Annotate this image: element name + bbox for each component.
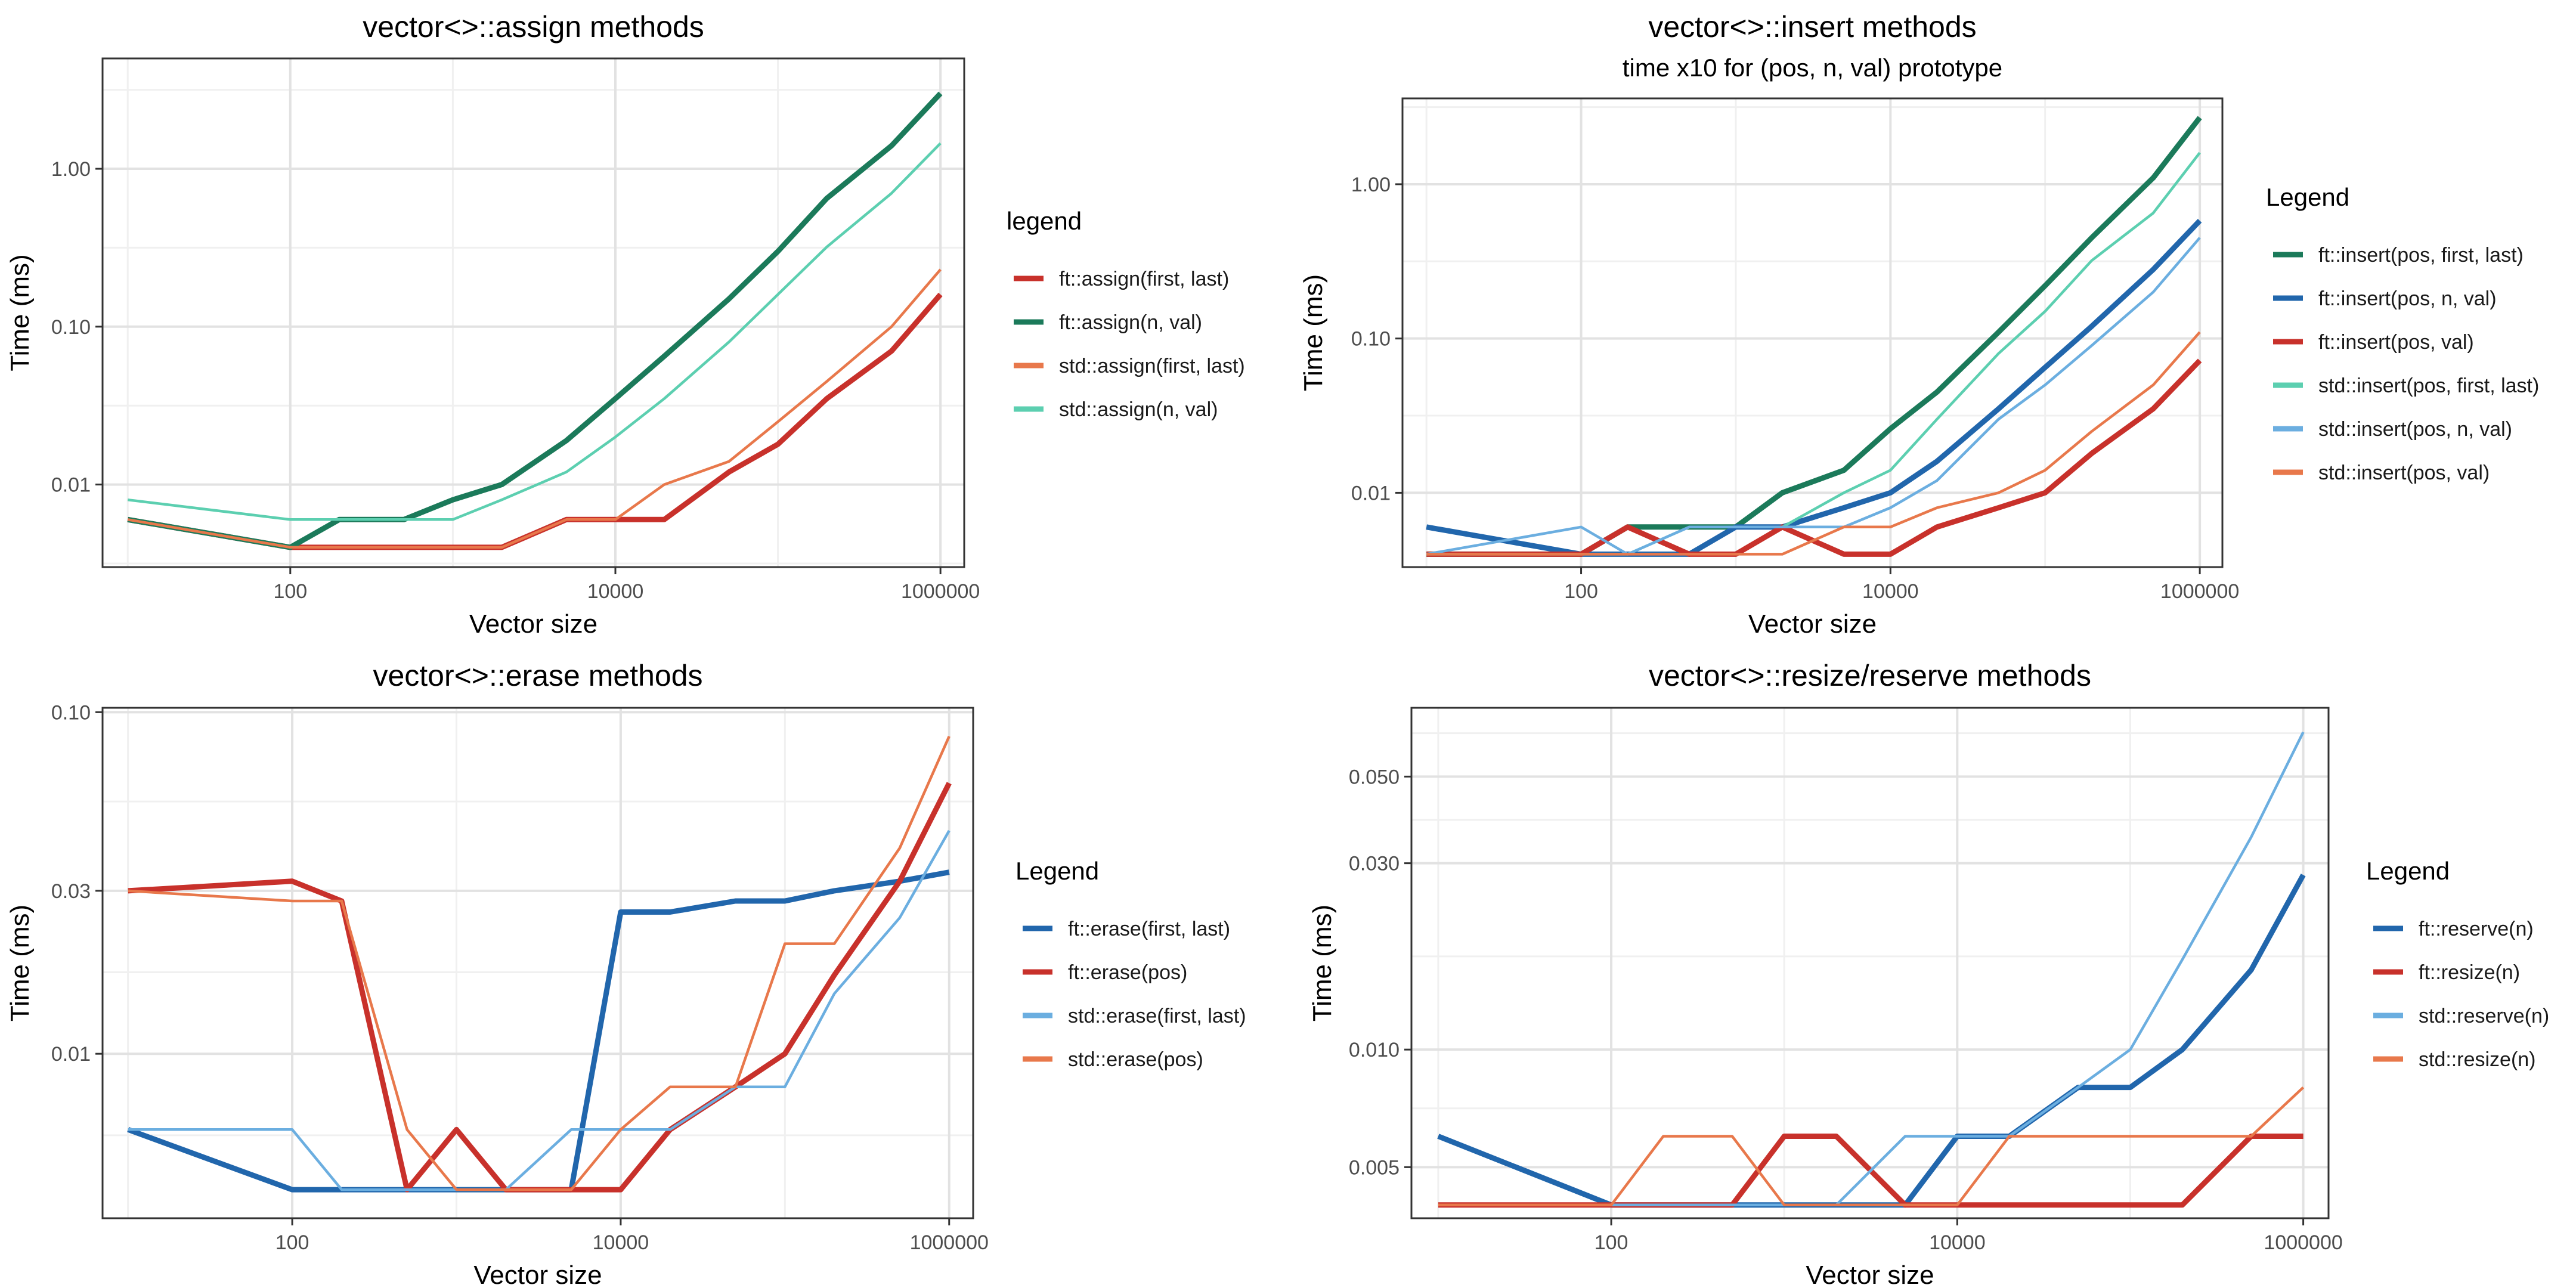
legend-entry: std::assign(n, val) — [1059, 398, 1218, 421]
series-line-3 — [1438, 731, 2305, 1207]
legend-entry: std::insert(pos, first, last) — [2318, 374, 2539, 397]
legend-entry: ft::insert(pos, first, last) — [2318, 244, 2524, 267]
chart-title: vector<>::resize/reserve methods — [1649, 659, 2091, 692]
legend-entry: std::erase(pos) — [1068, 1048, 1203, 1071]
y-tick-label: 0.10 — [1351, 328, 1391, 351]
legend-entry: std::resize(n) — [2419, 1048, 2536, 1071]
series-line-3 — [128, 829, 950, 1191]
y-tick-label: 0.03 — [51, 880, 91, 903]
series-line-4 — [127, 142, 942, 521]
plot-area — [1411, 708, 2329, 1218]
x-tick-label: 1000000 — [910, 1231, 989, 1254]
x-tick-label: 1000000 — [901, 580, 980, 603]
series-line-5 — [1426, 237, 2201, 556]
plot-area — [103, 708, 973, 1218]
x-tick-label: 100 — [1564, 580, 1598, 603]
panel-border — [1401, 97, 2224, 568]
y-tick-label: 0.01 — [1351, 482, 1391, 504]
legend-entry: std::insert(pos, val) — [2318, 462, 2490, 484]
x-tick-label: 10000 — [587, 580, 644, 603]
legend-entry: ft::erase(first, last) — [1068, 918, 1230, 940]
legend: Legendft::reserve(n)ft::resize(n)std::re… — [2366, 857, 2549, 1071]
x-tick-label: 10000 — [1862, 580, 1919, 603]
panel-border — [1410, 707, 2330, 1219]
chart-subtitle: time x10 for (pos, n, val) prototype — [1623, 54, 2002, 82]
series-line-3 — [1426, 358, 2202, 557]
legend-entry: ft::insert(pos, n, val) — [2318, 287, 2497, 310]
chart-title: vector<>::assign methods — [363, 10, 704, 44]
series-line-1 — [1426, 116, 2202, 557]
y-tick-label: 0.005 — [1349, 1156, 1400, 1179]
legend-entry: std::erase(first, last) — [1068, 1005, 1246, 1027]
y-tick-label: 0.10 — [51, 701, 91, 724]
x-tick-label: 1000000 — [2264, 1231, 2342, 1254]
x-tick-label: 100 — [275, 1231, 309, 1254]
panel-border — [101, 57, 965, 568]
y-tick-label: 1.00 — [51, 158, 91, 181]
x-axis-label: Vector size — [469, 609, 597, 639]
legend-entry: ft::insert(pos, val) — [2318, 331, 2474, 354]
legend-entry: ft::assign(first, last) — [1059, 268, 1229, 290]
y-axis-label: Time (ms) — [5, 905, 35, 1021]
y-tick-label: 0.10 — [51, 316, 91, 339]
series-line-3 — [127, 268, 942, 549]
legend-title: Legend — [2266, 183, 2349, 211]
legend-entry: std::reserve(n) — [2419, 1005, 2549, 1027]
legend-entry: std::assign(first, last) — [1059, 355, 1245, 377]
legend-title: Legend — [1015, 857, 1099, 885]
x-tick-label: 10000 — [1929, 1231, 1986, 1254]
y-axis-label: Time (ms) — [1299, 274, 1328, 391]
y-axis-label: Time (ms) — [1308, 905, 1337, 1021]
y-tick-label: 0.030 — [1349, 853, 1400, 875]
x-tick-label: 100 — [1594, 1231, 1628, 1254]
x-axis-label: Vector size — [1806, 1261, 1934, 1288]
legend-title: legend — [1007, 207, 1082, 235]
legend-entry: ft::assign(n, val) — [1059, 311, 1202, 334]
x-tick-label: 1000000 — [2160, 580, 2239, 603]
legend-entry: std::insert(pos, n, val) — [2318, 418, 2512, 441]
y-tick-label: 1.00 — [1351, 174, 1391, 196]
legend-entry: ft::resize(n) — [2419, 961, 2520, 984]
x-axis-label: Vector size — [1748, 609, 1877, 639]
legend-entry: ft::reserve(n) — [2419, 918, 2534, 940]
series-line-2 — [128, 782, 952, 1193]
series-line-4 — [128, 735, 950, 1191]
x-tick-label: 10000 — [593, 1231, 649, 1254]
legend-title: Legend — [2366, 857, 2450, 885]
y-tick-label: 0.01 — [51, 474, 91, 497]
y-tick-label: 0.010 — [1349, 1039, 1400, 1061]
chart-title: vector<>::erase methods — [373, 659, 702, 692]
series-line-4 — [1438, 1086, 2305, 1207]
panel-border — [101, 707, 974, 1219]
series-line-6 — [1426, 331, 2201, 556]
y-axis-label: Time (ms) — [5, 254, 35, 371]
chart-title: vector<>::insert methods — [1648, 10, 1976, 44]
x-axis-label: Vector size — [473, 1261, 602, 1288]
x-tick-label: 100 — [273, 580, 307, 603]
legend-entry: ft::erase(pos) — [1068, 961, 1187, 984]
plot-area — [103, 58, 964, 567]
plot-area — [1402, 98, 2222, 567]
y-tick-label: 0.01 — [51, 1043, 91, 1066]
y-tick-label: 0.050 — [1349, 766, 1400, 788]
